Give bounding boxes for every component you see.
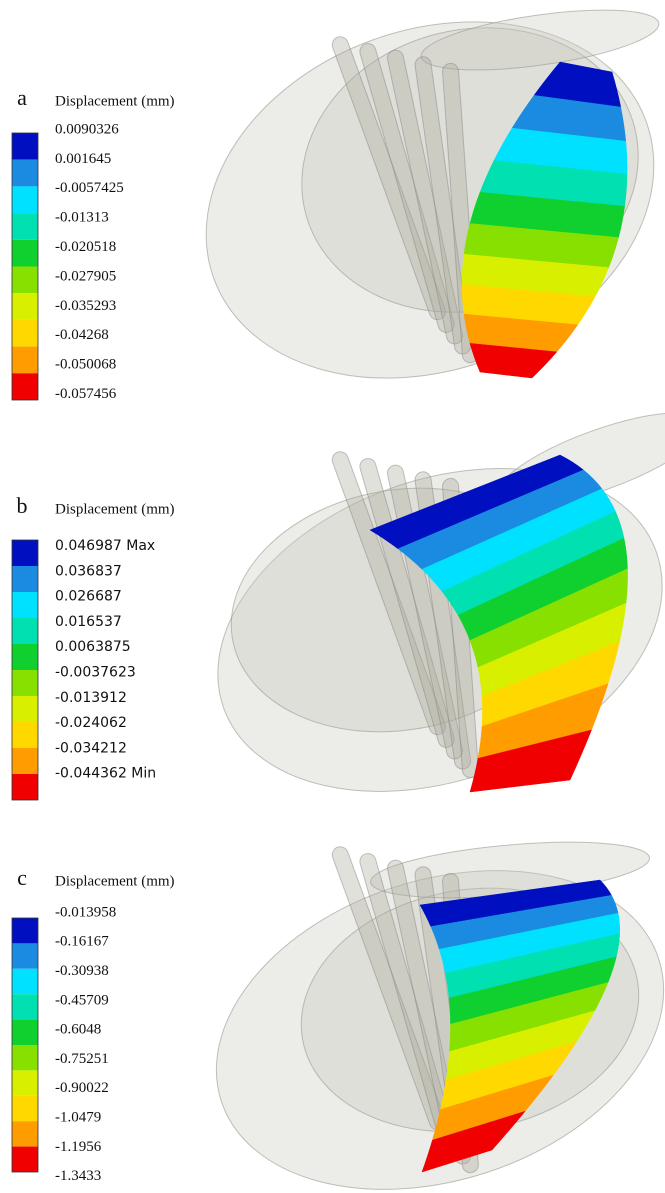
legend-swatch bbox=[12, 592, 38, 618]
legend-level: -0.75251 bbox=[55, 1051, 109, 1067]
legend-swatch bbox=[12, 213, 38, 240]
legend-swatch bbox=[12, 373, 38, 400]
legend-level: -0.45709 bbox=[55, 992, 109, 1008]
legend-swatch bbox=[12, 1096, 38, 1121]
legend-swatch bbox=[12, 696, 38, 722]
legend-swatch bbox=[12, 1045, 38, 1070]
legend-level: -0.16167 bbox=[55, 934, 109, 950]
legend-level: 0.046987 Max bbox=[55, 538, 155, 554]
legend-level: -1.3433 bbox=[55, 1168, 101, 1184]
legend-level: -0.6048 bbox=[55, 1022, 101, 1038]
legend-swatch bbox=[12, 918, 38, 943]
legend-level: -0.90022 bbox=[55, 1080, 109, 1096]
legend-swatch bbox=[12, 994, 38, 1019]
legend-swatch bbox=[12, 540, 38, 566]
legend-swatch bbox=[12, 969, 38, 994]
legend-level: -0.0037623 bbox=[55, 665, 136, 681]
legend-level: -0.024062 bbox=[55, 715, 127, 731]
legend-swatch bbox=[12, 722, 38, 748]
legend-swatch bbox=[12, 618, 38, 644]
legend-swatch bbox=[12, 186, 38, 213]
legend-level: -0.027905 bbox=[55, 268, 116, 284]
legend-swatch bbox=[12, 293, 38, 320]
legend-level: -1.0479 bbox=[55, 1110, 101, 1126]
legend-level: 0.0063875 bbox=[55, 639, 131, 655]
legend-level: -0.04268 bbox=[55, 327, 109, 343]
legend-swatch bbox=[12, 1121, 38, 1146]
legend-level: -0.034212 bbox=[55, 740, 127, 756]
legend-title: Displacement (mm) bbox=[55, 93, 175, 109]
legend-swatch bbox=[12, 1147, 38, 1172]
legend-swatch bbox=[12, 347, 38, 374]
legend-title: Displacement (mm) bbox=[55, 873, 175, 889]
legend-level: 0.026687 bbox=[55, 589, 122, 605]
legend-swatch bbox=[12, 1020, 38, 1045]
legend-level: -0.0057425 bbox=[55, 180, 124, 196]
legend-swatch bbox=[12, 240, 38, 267]
legend-level: -0.035293 bbox=[55, 298, 116, 314]
legend-swatch bbox=[12, 320, 38, 347]
figure: a Displacement (mm) 0.0090326 0.001645 -0.00… bbox=[0, 0, 665, 1193]
legend-swatch bbox=[12, 133, 38, 160]
legend-swatch bbox=[12, 774, 38, 800]
legend-swatch bbox=[12, 1070, 38, 1095]
legend-level: -0.044362 Min bbox=[55, 766, 156, 782]
legend-level: -0.057456 bbox=[55, 386, 117, 402]
legend-swatch bbox=[12, 160, 38, 187]
legend-swatch bbox=[12, 943, 38, 968]
panel-label: a bbox=[17, 85, 27, 110]
legend-level: 0.001645 bbox=[55, 151, 111, 167]
panel-label: c bbox=[17, 865, 27, 890]
legend-title: Displacement (mm) bbox=[55, 501, 175, 517]
legend-level: 0.0090326 bbox=[55, 121, 119, 137]
legend-swatch bbox=[12, 267, 38, 294]
legend-level: -0.013912 bbox=[55, 690, 127, 706]
legend-swatch bbox=[12, 670, 38, 696]
legend-level: -0.01313 bbox=[55, 210, 109, 226]
legend-level: 0.016537 bbox=[55, 614, 122, 630]
legend-level: -0.050068 bbox=[55, 357, 116, 373]
legend-swatch bbox=[12, 566, 38, 592]
legend-swatch bbox=[12, 748, 38, 774]
legend-level: -0.013958 bbox=[55, 904, 116, 920]
legend-level: 0.036837 bbox=[55, 563, 122, 579]
legend-level: -0.020518 bbox=[55, 239, 116, 255]
legend-swatch bbox=[12, 644, 38, 670]
panel-label: b bbox=[17, 493, 28, 518]
legend-level: -0.30938 bbox=[55, 963, 109, 979]
legend-level: -1.1956 bbox=[55, 1139, 102, 1155]
